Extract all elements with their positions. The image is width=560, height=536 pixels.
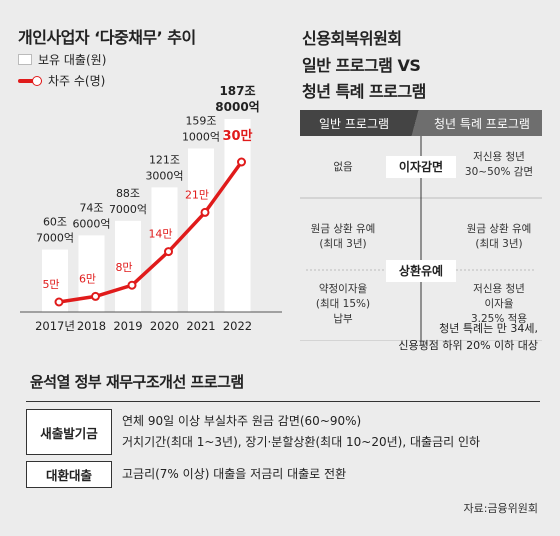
source-credit: 자료:금융위원회 — [463, 502, 538, 515]
loan-label: 187조 — [219, 84, 255, 98]
general-deferral-1: 원금 상환 유예 (최대 3년) — [310, 223, 376, 251]
note-line-1: 청년 특례는 만 34세, — [439, 322, 538, 335]
comparison-table: 일반 프로그램 청년 특례 프로그램 이자감면 상환유예 없음 저신용 청년 30… — [300, 110, 542, 341]
youth-deferral-1: 원금 상환 유예 (최대 3년) — [466, 223, 532, 251]
legend-loan-label: 보유 대출(원) — [38, 53, 107, 67]
loan-label: 8000억 — [215, 100, 259, 114]
x-tick-label: 2019 — [113, 319, 142, 333]
borrowers-point — [127, 280, 137, 290]
loan-label: 60조 — [43, 216, 67, 229]
general-interest: 없음 — [333, 161, 353, 173]
legend-line-icon — [18, 75, 42, 86]
x-tick-label: 2017년 — [35, 319, 75, 333]
chart-title: 개인사업자 ‘다중채무’ 추이 — [18, 28, 196, 47]
program-description: 연체 90일 이상 부실차주 원금 감면(60~90%) 거치기간(최대 1~3… — [112, 409, 480, 455]
borrowers-line — [57, 160, 244, 304]
x-tick-label: 2020 — [150, 319, 179, 333]
program-row: 새출발기금 연체 90일 이상 부실차주 원금 감면(60~90%) 거치기간(… — [26, 409, 540, 455]
bar-line-chart: 60조 7000억 74조 6000억 88조 7000억 121조 3000억 159조 100… — [20, 84, 282, 333]
borrowers-label: 8만 — [115, 261, 132, 274]
borrowers-point — [237, 157, 246, 167]
loan-label: 1000억 — [182, 130, 220, 143]
borrowers-label: 30만 — [222, 128, 252, 144]
program-name: 새출발기금 — [26, 409, 112, 455]
borrowers-label: 14만 — [148, 228, 172, 241]
general-header: 일반 프로그램 — [300, 110, 408, 136]
legend-borrowers-label: 차주 수(명) — [48, 74, 106, 88]
loan-label: 88조 — [116, 187, 140, 200]
loan-bar — [224, 119, 251, 312]
x-tick-label: 2022 — [223, 319, 252, 333]
loan-bar — [188, 148, 214, 312]
borrowers-point — [200, 207, 210, 217]
youth-deferral-2: 저신용 청년 이자율 3.25% 적용 — [470, 283, 527, 326]
youth-interest: 저신용 청년 30~50% 감면 — [464, 151, 534, 179]
program-name: 대환대출 — [26, 461, 112, 488]
program-section-title: 윤석열 정부 재무구조개선 프로그램 — [30, 373, 244, 391]
youth-header: 청년 특례 프로그램 — [422, 110, 542, 136]
program-line: 거치기간(최대 1~3년), 장기·분할상환(최대 10~20년), 대출금리 … — [122, 435, 481, 449]
category-interest: 이자감면 — [386, 156, 456, 178]
x-tick-label: 2018 — [77, 319, 106, 333]
legend-loan: 보유 대출(원) — [18, 51, 106, 68]
loan-label: 7000억 — [36, 232, 74, 245]
category-deferral: 상환유예 — [386, 260, 456, 282]
borrowers-point — [91, 291, 100, 301]
note-line-2: 신용평점 하위 20% 이하 대상 — [398, 339, 538, 352]
program-line: 고금리(7% 이상) 대출을 저금리 대출로 전환 — [122, 467, 347, 481]
header-divider — [408, 110, 422, 136]
loan-label: 3000억 — [145, 169, 183, 182]
loan-bar — [115, 220, 141, 312]
right-title-1: 신용회복위원회 — [302, 29, 402, 48]
program-row: 대환대출 고금리(7% 이상) 대출을 저금리 대출로 전환 — [26, 461, 540, 488]
divider — [26, 401, 540, 402]
loan-label: 7000억 — [109, 203, 147, 216]
program-line: 연체 90일 이상 부실차주 원금 감면(60~90%) — [122, 414, 362, 428]
loan-label: 159조 — [185, 114, 216, 127]
program-description: 고금리(7% 이상) 대출을 저금리 대출로 전환 — [112, 461, 346, 488]
loan-label: 6000억 — [72, 217, 110, 230]
borrowers-label: 21만 — [185, 188, 209, 201]
right-title-3: 청년 특례 프로그램 — [302, 82, 426, 101]
right-title-2: 일반 프로그램 VS — [302, 56, 421, 75]
borrowers-label: 5만 — [42, 278, 59, 291]
loan-label: 121조 — [149, 153, 180, 166]
borrowers-point — [164, 247, 173, 257]
legend-borrowers: 차주 수(명) — [18, 72, 105, 89]
legend-box-icon — [18, 54, 32, 65]
borrowers-label: 6만 — [79, 272, 96, 285]
loan-label: 74조 — [79, 201, 103, 214]
general-deferral-2: 약정이자율 (최대 15%) 납부 — [315, 283, 371, 326]
borrowers-point — [54, 297, 64, 307]
x-tick-label: 2021 — [186, 319, 215, 333]
